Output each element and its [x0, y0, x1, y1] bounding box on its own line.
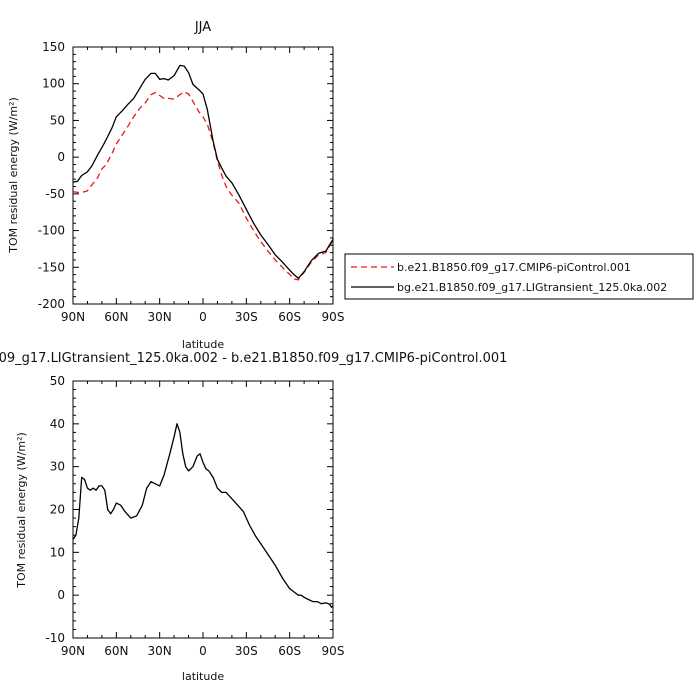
bottom-y-tick-label: -10	[45, 631, 65, 645]
legend-box	[344, 253, 694, 300]
top-y-axis-label: TOM residual energy (W/m²)	[7, 97, 20, 254]
top-plot-frame	[72, 46, 334, 305]
top-chart-title: JJA	[194, 20, 211, 35]
top-series-line-2	[72, 64, 334, 279]
top-y-tick-label: 150	[42, 40, 65, 54]
bottom-x-tick-label: 30S	[235, 644, 258, 658]
top-x-tick-label: 30S	[235, 310, 258, 324]
legend-label-series-2: bg.e21.B1850.f09_g17.LIGtransient_125.0k…	[397, 281, 667, 294]
bottom-x-tick-label: 90N	[61, 644, 85, 658]
bottom-x-axis-label: latitude	[182, 670, 224, 683]
bottom-panel: bg.e21.B1850.f09_g17.LIGtransient_125.0k…	[0, 351, 507, 683]
bottom-plot-frame	[72, 380, 334, 639]
top-x-tick-label: 0	[199, 310, 207, 324]
top-x-axis-label: latitude	[182, 338, 224, 351]
bottom-y-tick-label: 10	[50, 545, 65, 559]
legend-label-series-1: b.e21.B1850.f09_g17.CMIP6-piControl.001	[397, 261, 631, 274]
bottom-x-tick-label: 60S	[278, 644, 301, 658]
bottom-y-tick-label: 0	[57, 588, 65, 602]
top-y-tick-label: -150	[38, 260, 65, 274]
top-series-line-1	[72, 91, 334, 281]
bottom-y-tick-label: 20	[50, 503, 65, 517]
top-y-tick-label: -100	[38, 224, 65, 238]
top-x-tick-label: 90N	[61, 310, 85, 324]
top-x-tick-label: 60N	[104, 310, 128, 324]
bottom-x-tick-label: 90S	[322, 644, 345, 658]
bottom-y-tick-label: 40	[50, 417, 65, 431]
top-y-tick-label: -200	[38, 297, 65, 311]
top-x-tick-label: 60S	[278, 310, 301, 324]
bottom-chart-title: bg.e21.B1850.f09_g17.LIGtransient_125.0k…	[0, 351, 507, 366]
bottom-y-axis-label: TOM residual energy (W/m²)	[15, 432, 28, 589]
top-y-tick-label: 50	[50, 113, 65, 127]
bottom-y-tick-label: 30	[50, 460, 65, 474]
bottom-x-tick-label: 60N	[104, 644, 128, 658]
bottom-x-tick-label: 0	[199, 644, 207, 658]
top-x-tick-label: 30N	[148, 310, 172, 324]
bottom-x-tick-label: 30N	[148, 644, 172, 658]
top-y-tick-label: 100	[42, 77, 65, 91]
bottom-y-tick-label: 50	[50, 374, 65, 388]
top-x-tick-label: 90S	[322, 310, 345, 324]
top-y-tick-label: 0	[57, 150, 65, 164]
legend: b.e21.B1850.f09_g17.CMIP6-piControl.001 …	[344, 253, 694, 300]
top-y-tick-label: -50	[45, 187, 65, 201]
bottom-series-line-1	[72, 423, 334, 608]
top-panel: JJA 90N 60N 30N 0 30S 60S 90S -200 -150 -100 -50 0 5…	[7, 20, 344, 351]
